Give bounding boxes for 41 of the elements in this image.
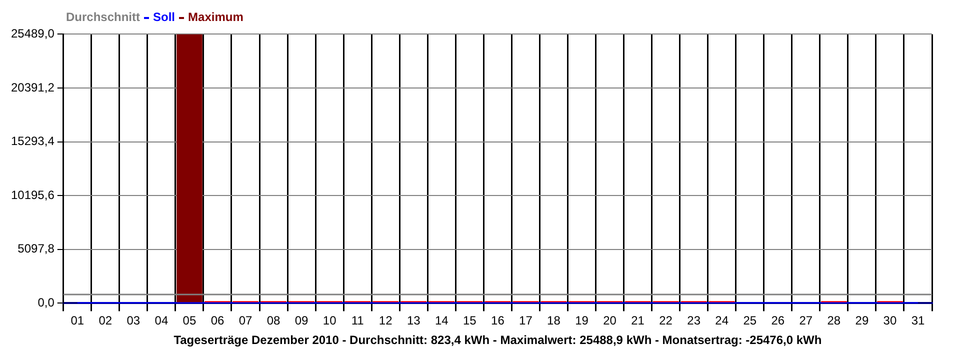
x-tick-label: 16: [491, 314, 505, 328]
legend-label: Maximum: [188, 10, 244, 24]
y-tick-label: 0,0: [38, 296, 55, 310]
x-tick-label: 12: [378, 314, 393, 328]
y-tick-label: 10195,6: [10, 188, 55, 202]
x-tick-label: 23: [687, 314, 701, 328]
x-tick-label: 29: [855, 314, 869, 328]
x-tick-label: 05: [182, 314, 196, 328]
y-tick-label: 5097,8: [18, 242, 55, 256]
x-tick-label: 09: [294, 314, 309, 328]
x-tick-label: 27: [799, 314, 813, 328]
x-tick-label: 25: [743, 314, 757, 328]
x-tick-label: 26: [771, 314, 785, 328]
legend-label: Soll: [153, 10, 176, 24]
x-tick-label: 18: [547, 314, 561, 328]
x-tick-label: 22: [659, 314, 673, 328]
y-tick-label: 15293,4: [10, 134, 55, 148]
x-tick-label: 02: [98, 314, 112, 328]
x-tick-label: 21: [631, 314, 645, 328]
x-tick-label: 15: [462, 314, 477, 328]
y-tick-label: 20391,2: [10, 80, 55, 94]
x-tick-label: 01: [70, 314, 84, 328]
x-tick-label: 06: [210, 314, 224, 328]
x-tick-label: 03: [126, 314, 140, 328]
x-tick-label: 28: [827, 314, 841, 328]
x-tick-label: 31: [911, 314, 925, 328]
x-tick-label: 24: [715, 314, 729, 328]
x-tick-label: 13: [406, 314, 421, 328]
y-tick-label: 25489,0: [10, 26, 55, 41]
x-tick-label: 14: [434, 314, 449, 328]
x-tick-label: 17: [519, 314, 533, 328]
ref-line-label: Durchschnitt: [66, 10, 140, 24]
x-tick-label: 08: [266, 314, 281, 328]
x-tick-label: 30: [883, 314, 897, 328]
x-tick-label: 20: [603, 314, 617, 328]
x-tick-label: 10: [322, 314, 337, 328]
x-tick-label: 11: [351, 314, 364, 328]
x-tick-label: 04: [154, 314, 168, 328]
x-tick-label: 19: [575, 314, 589, 328]
x-axis-title: Tageserträge Dezember 2010 - Durchschnitt: 823,4 kWh - Maximalwert: 25488,9 kWh - Monatsertrag: -25476,0 kWh: [174, 333, 822, 348]
x-tick-label: 07: [238, 314, 252, 328]
